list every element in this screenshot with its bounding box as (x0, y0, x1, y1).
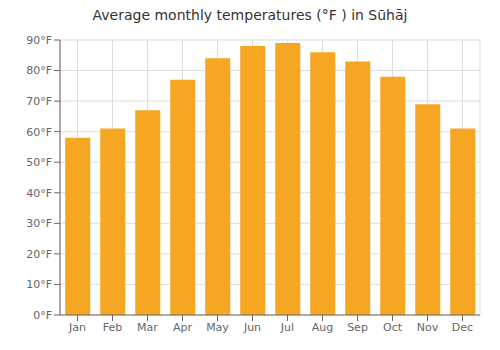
svg-text:Jan: Jan (68, 321, 86, 334)
svg-text:60°F: 60°F (26, 126, 52, 139)
svg-text:40°F: 40°F (26, 187, 52, 200)
svg-text:90°F: 90°F (26, 34, 52, 47)
svg-text:80°F: 80°F (26, 64, 52, 77)
svg-text:Oct: Oct (383, 321, 403, 334)
svg-text:0°F: 0°F (33, 309, 52, 322)
svg-text:Apr: Apr (173, 321, 193, 334)
svg-text:Nov: Nov (417, 321, 439, 334)
svg-text:Dec: Dec (452, 321, 473, 334)
svg-text:50°F: 50°F (26, 156, 52, 169)
svg-text:70°F: 70°F (26, 95, 52, 108)
svg-text:Mar: Mar (137, 321, 158, 334)
svg-text:May: May (206, 321, 229, 334)
svg-text:Feb: Feb (103, 321, 122, 334)
svg-text:Jun: Jun (243, 321, 261, 334)
html-text:Average monthly temperatures (: Average monthly temperatures (°F ) in Sū… (92, 7, 408, 23)
svg-text:30°F: 30°F (26, 217, 52, 230)
svg-text:10°F: 10°F (26, 278, 52, 291)
svg-text:Sep: Sep (347, 321, 368, 334)
svg-text:Jul: Jul (280, 321, 294, 334)
svg-text:Aug: Aug (312, 321, 333, 334)
svg-text:20°F: 20°F (26, 248, 52, 261)
